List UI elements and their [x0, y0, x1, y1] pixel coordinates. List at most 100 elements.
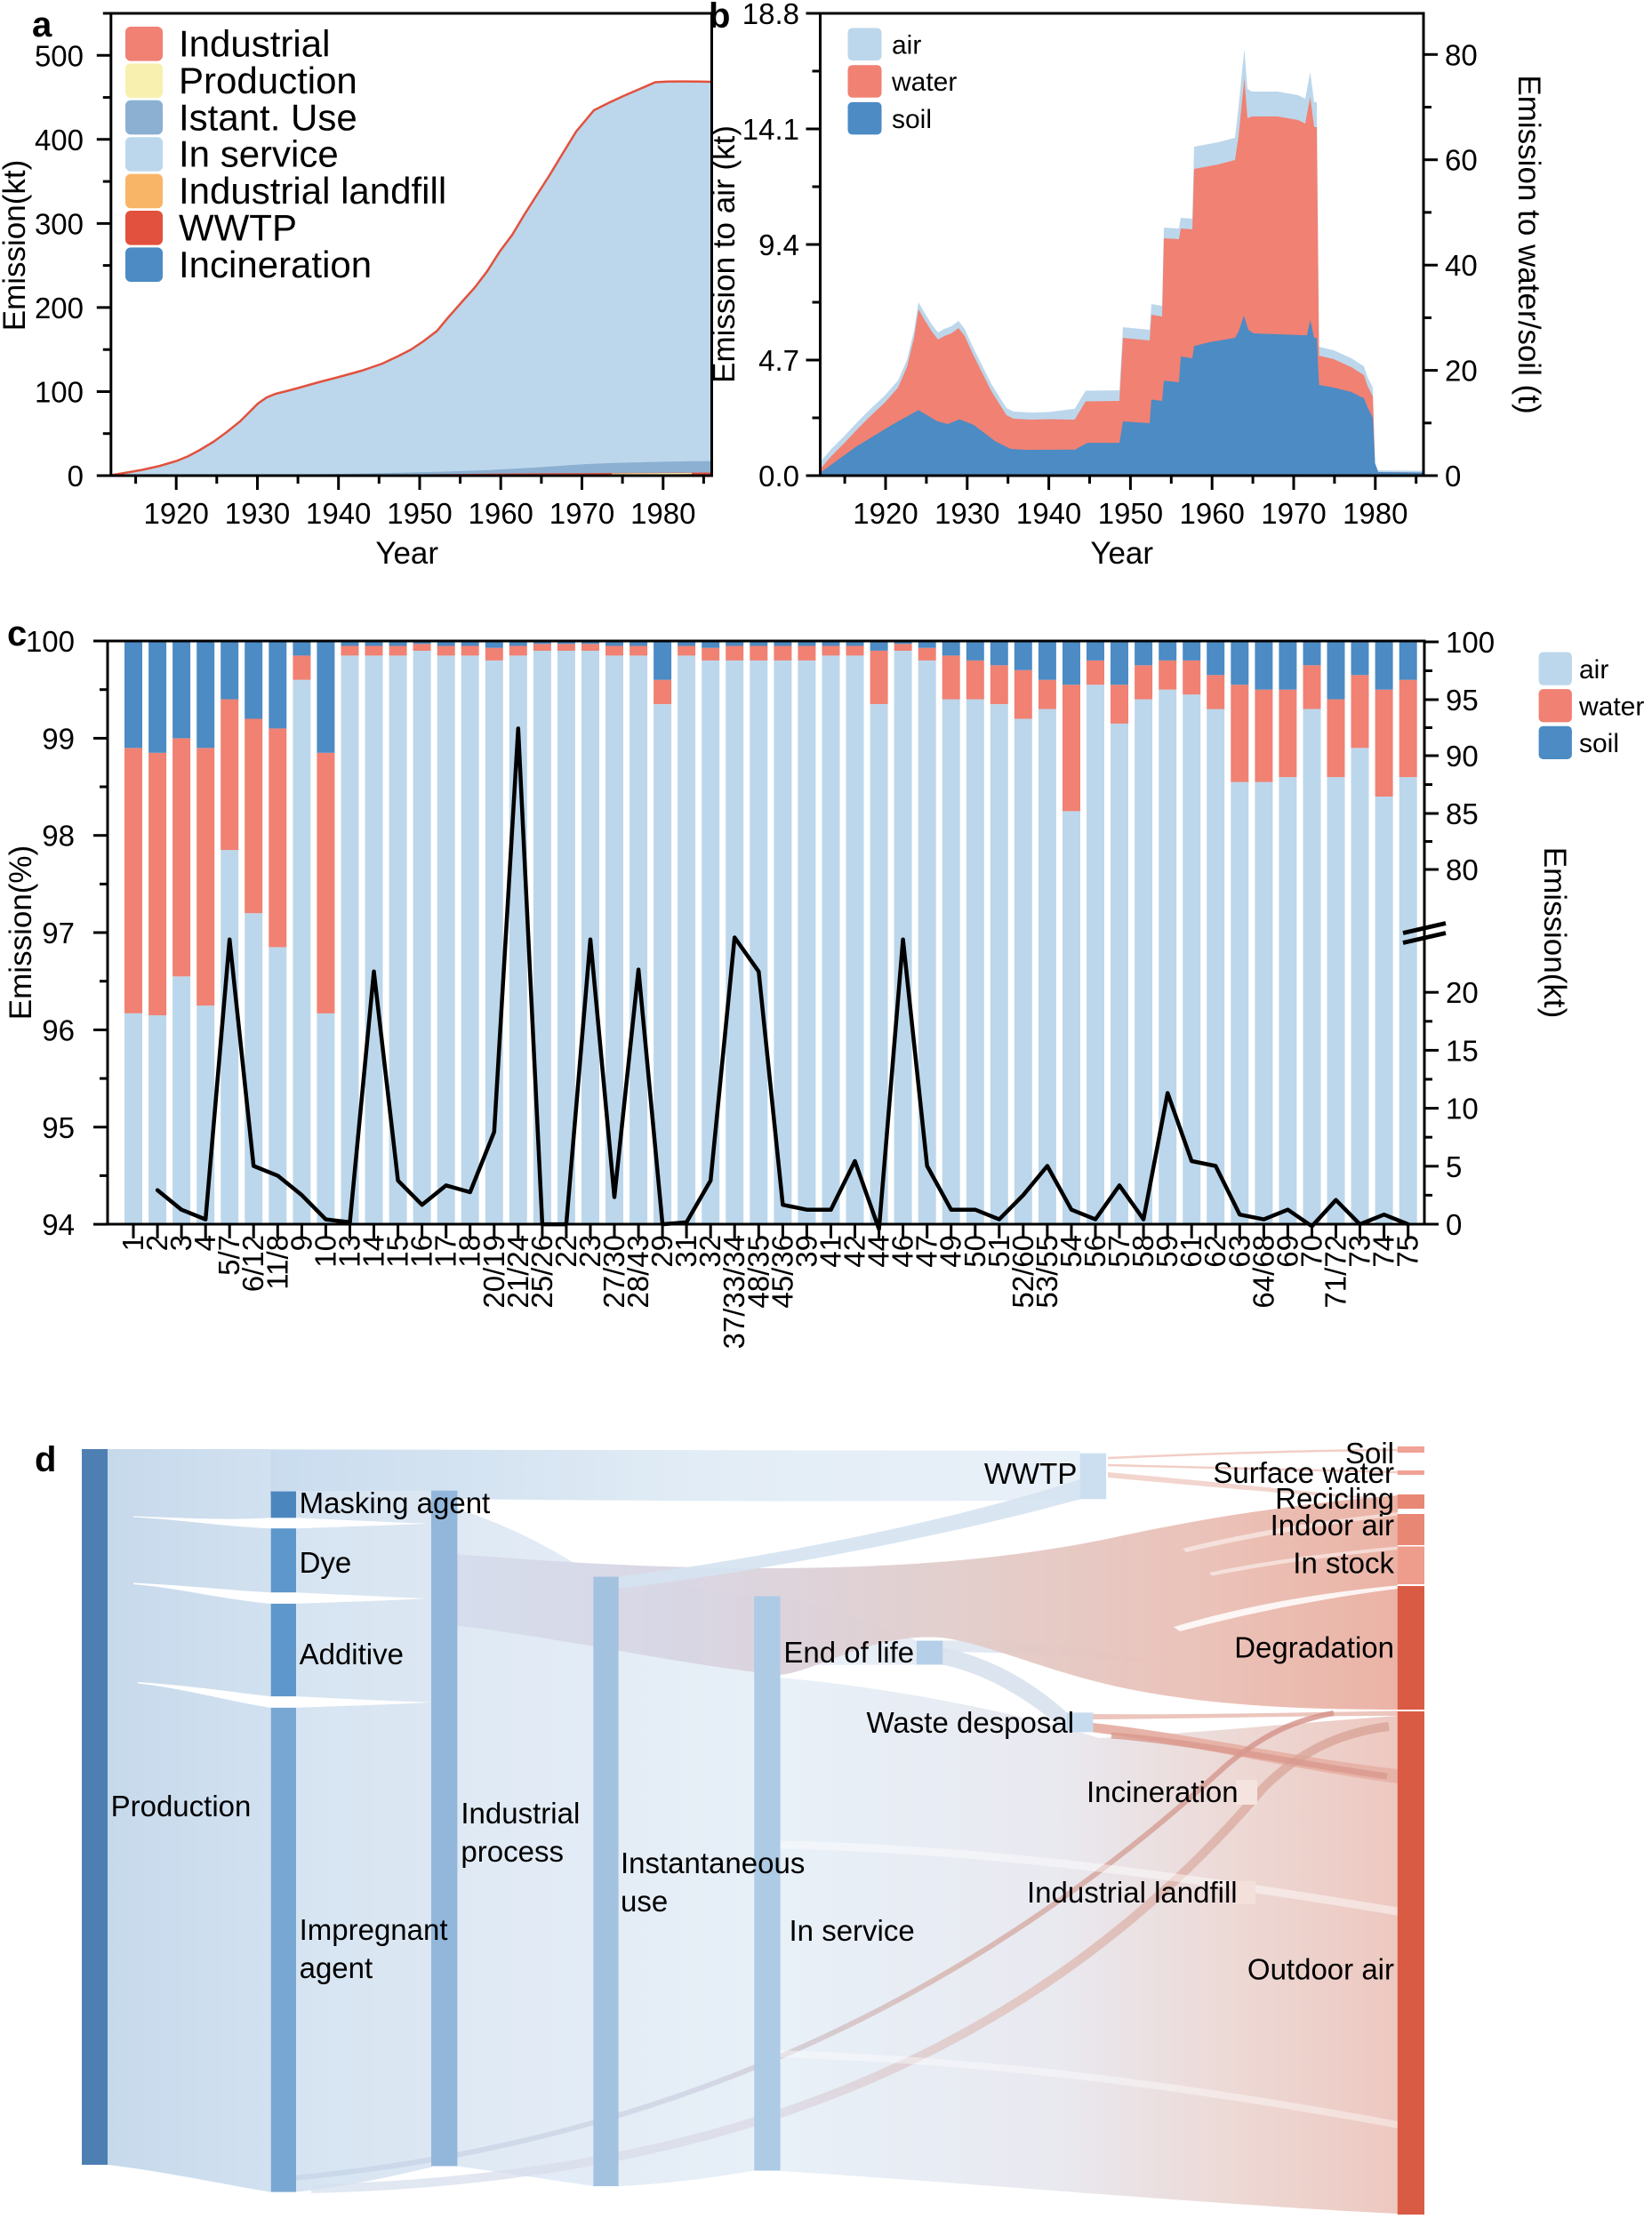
- svg-text:60: 60: [1445, 144, 1478, 177]
- svg-text:70: 70: [1295, 1235, 1328, 1268]
- svg-text:Emission to water/soil (t): Emission to water/soil (t): [1512, 75, 1546, 413]
- svg-text:25/26: 25/26: [525, 1235, 558, 1309]
- svg-text:1920: 1920: [853, 497, 918, 530]
- svg-text:Recicling: Recicling: [1275, 1482, 1394, 1515]
- svg-text:In service: In service: [179, 133, 339, 175]
- svg-text:Industrial landfill: Industrial landfill: [1027, 1876, 1238, 1909]
- svg-text:37/33/34: 37/33/34: [718, 1235, 750, 1349]
- svg-text:soil: soil: [892, 105, 932, 134]
- svg-text:20: 20: [1445, 355, 1478, 388]
- svg-text:56: 56: [1079, 1235, 1111, 1268]
- svg-text:13: 13: [333, 1235, 366, 1268]
- svg-text:62: 62: [1199, 1235, 1231, 1268]
- svg-text:94: 94: [42, 1208, 75, 1241]
- svg-text:air: air: [1579, 655, 1608, 685]
- svg-text:22: 22: [549, 1235, 582, 1268]
- svg-text:50: 50: [958, 1235, 991, 1268]
- svg-text:Year: Year: [375, 536, 438, 571]
- svg-text:39: 39: [790, 1235, 822, 1268]
- svg-text:Dye: Dye: [300, 1546, 352, 1579]
- svg-text:0.0: 0.0: [758, 460, 799, 493]
- svg-text:1: 1: [116, 1235, 149, 1251]
- svg-text:1930: 1930: [225, 497, 290, 530]
- svg-text:agent: agent: [300, 1951, 373, 1984]
- svg-text:soil: soil: [1579, 729, 1619, 758]
- svg-text:a: a: [32, 5, 52, 44]
- svg-text:Indoor air: Indoor air: [1271, 1509, 1394, 1542]
- svg-text:80: 80: [1445, 38, 1478, 71]
- svg-text:1980: 1980: [1343, 497, 1407, 530]
- svg-text:80: 80: [1446, 853, 1479, 886]
- svg-text:1940: 1940: [1016, 497, 1081, 530]
- svg-text:Surface water: Surface water: [1213, 1456, 1394, 1489]
- svg-text:air: air: [892, 31, 921, 60]
- svg-text:75: 75: [1391, 1235, 1424, 1268]
- svg-text:46: 46: [886, 1235, 919, 1268]
- svg-text:41: 41: [814, 1235, 847, 1268]
- svg-text:End of life: End of life: [783, 1636, 914, 1669]
- svg-text:53/55: 53/55: [1030, 1235, 1063, 1309]
- svg-text:63: 63: [1223, 1235, 1255, 1268]
- svg-text:500: 500: [35, 39, 84, 72]
- svg-text:96: 96: [42, 1013, 75, 1046]
- svg-text:45/36: 45/36: [766, 1235, 798, 1309]
- svg-text:95: 95: [42, 1111, 75, 1144]
- svg-text:54: 54: [1055, 1235, 1087, 1268]
- svg-text:WWTP: WWTP: [984, 1457, 1077, 1490]
- svg-text:0: 0: [1446, 1208, 1462, 1241]
- svg-text:Industrial: Industrial: [179, 23, 330, 65]
- svg-text:44: 44: [862, 1235, 895, 1268]
- svg-text:c: c: [7, 614, 27, 653]
- svg-text:21/24: 21/24: [501, 1235, 534, 1309]
- svg-text:52/60: 52/60: [1006, 1235, 1039, 1309]
- svg-text:300: 300: [35, 207, 84, 240]
- svg-text:Production: Production: [179, 60, 357, 101]
- svg-text:water: water: [891, 68, 957, 97]
- svg-text:0: 0: [1445, 460, 1461, 493]
- svg-text:1950: 1950: [1098, 497, 1163, 530]
- svg-text:16: 16: [405, 1235, 438, 1268]
- svg-text:1970: 1970: [549, 497, 614, 530]
- svg-text:Incineration: Incineration: [1087, 1775, 1239, 1808]
- svg-text:15: 15: [381, 1235, 414, 1268]
- svg-text:57: 57: [1103, 1235, 1135, 1268]
- svg-text:28/43: 28/43: [622, 1235, 654, 1309]
- svg-text:23: 23: [573, 1235, 606, 1268]
- svg-text:In service: In service: [790, 1914, 915, 1947]
- svg-text:85: 85: [1446, 797, 1479, 830]
- svg-text:97: 97: [42, 917, 75, 949]
- svg-text:5/7: 5/7: [213, 1235, 245, 1276]
- svg-text:51: 51: [982, 1235, 1015, 1268]
- svg-text:90: 90: [1446, 740, 1479, 773]
- svg-text:32: 32: [694, 1235, 726, 1268]
- svg-text:WWTP: WWTP: [179, 207, 297, 249]
- svg-text:99: 99: [42, 722, 75, 755]
- svg-text:100: 100: [35, 376, 84, 409]
- svg-text:Incineration: Incineration: [179, 244, 372, 285]
- svg-text:14: 14: [357, 1235, 390, 1268]
- svg-text:17: 17: [429, 1235, 462, 1268]
- svg-text:1960: 1960: [1179, 497, 1244, 530]
- svg-text:61: 61: [1175, 1235, 1207, 1268]
- svg-text:31: 31: [670, 1235, 702, 1268]
- svg-text:20/19: 20/19: [477, 1235, 510, 1309]
- svg-text:9.4: 9.4: [758, 228, 799, 261]
- svg-text:3: 3: [164, 1235, 197, 1251]
- svg-text:Emission(kt): Emission(kt): [1537, 847, 1572, 1019]
- svg-text:Emission to air (kt): Emission to air (kt): [707, 125, 742, 383]
- svg-text:1980: 1980: [630, 497, 695, 530]
- svg-text:18: 18: [453, 1235, 486, 1268]
- svg-text:64/68: 64/68: [1247, 1235, 1279, 1309]
- svg-text:Emission(kt): Emission(kt): [0, 160, 32, 332]
- svg-text:40: 40: [1445, 249, 1478, 282]
- svg-text:10: 10: [1446, 1093, 1479, 1126]
- svg-text:1940: 1940: [306, 497, 371, 530]
- svg-text:Production: Production: [111, 1790, 252, 1822]
- svg-text:Outdoor air: Outdoor air: [1247, 1953, 1394, 1986]
- svg-text:200: 200: [35, 292, 84, 324]
- svg-text:5: 5: [1446, 1150, 1462, 1183]
- svg-text:Industrial: Industrial: [461, 1797, 580, 1830]
- svg-text:74: 74: [1367, 1235, 1400, 1268]
- svg-text:4: 4: [188, 1235, 221, 1251]
- svg-text:Soil: Soil: [1345, 1437, 1394, 1470]
